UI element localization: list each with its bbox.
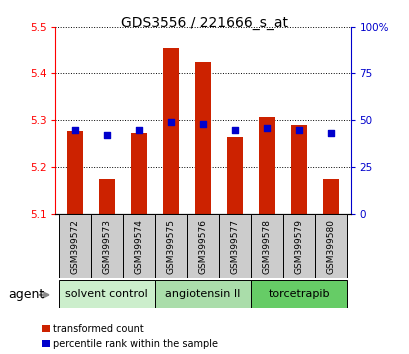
Text: GSM399579: GSM399579 xyxy=(294,219,303,274)
Point xyxy=(199,121,206,127)
Bar xyxy=(258,116,274,214)
Bar xyxy=(218,214,250,278)
Text: GSM399576: GSM399576 xyxy=(198,219,207,274)
Bar xyxy=(315,214,346,278)
Bar xyxy=(58,214,90,278)
Point xyxy=(263,125,270,131)
Bar xyxy=(66,131,83,214)
Point xyxy=(327,131,334,136)
Bar xyxy=(322,179,339,214)
Bar xyxy=(122,214,155,278)
Text: GSM399577: GSM399577 xyxy=(230,219,239,274)
Bar xyxy=(187,214,218,278)
Bar xyxy=(162,48,178,214)
Bar xyxy=(290,125,306,214)
Point xyxy=(71,127,78,133)
Legend: transformed count, percentile rank within the sample: transformed count, percentile rank withi… xyxy=(42,324,218,349)
Text: torcetrapib: torcetrapib xyxy=(268,289,329,299)
Point xyxy=(103,132,110,138)
Text: GSM399573: GSM399573 xyxy=(102,219,111,274)
Text: solvent control: solvent control xyxy=(65,289,148,299)
Bar xyxy=(155,214,187,278)
Bar xyxy=(250,214,283,278)
Text: GDS3556 / 221666_s_at: GDS3556 / 221666_s_at xyxy=(121,16,288,30)
Text: GSM399572: GSM399572 xyxy=(70,219,79,274)
Point xyxy=(295,127,302,133)
Bar xyxy=(250,280,346,308)
Text: angiotensin II: angiotensin II xyxy=(165,289,240,299)
Bar xyxy=(58,280,155,308)
Bar xyxy=(155,280,250,308)
Point xyxy=(135,127,142,133)
Point xyxy=(231,127,238,133)
Text: GSM399580: GSM399580 xyxy=(326,219,335,274)
Bar xyxy=(227,137,243,214)
Bar xyxy=(194,62,211,214)
Bar xyxy=(90,214,122,278)
Bar xyxy=(99,179,115,214)
Text: GSM399574: GSM399574 xyxy=(134,219,143,274)
Text: GSM399578: GSM399578 xyxy=(262,219,271,274)
Bar xyxy=(283,214,315,278)
Bar xyxy=(130,133,146,214)
Text: GSM399575: GSM399575 xyxy=(166,219,175,274)
Text: agent: agent xyxy=(8,289,44,301)
Point xyxy=(167,119,174,125)
